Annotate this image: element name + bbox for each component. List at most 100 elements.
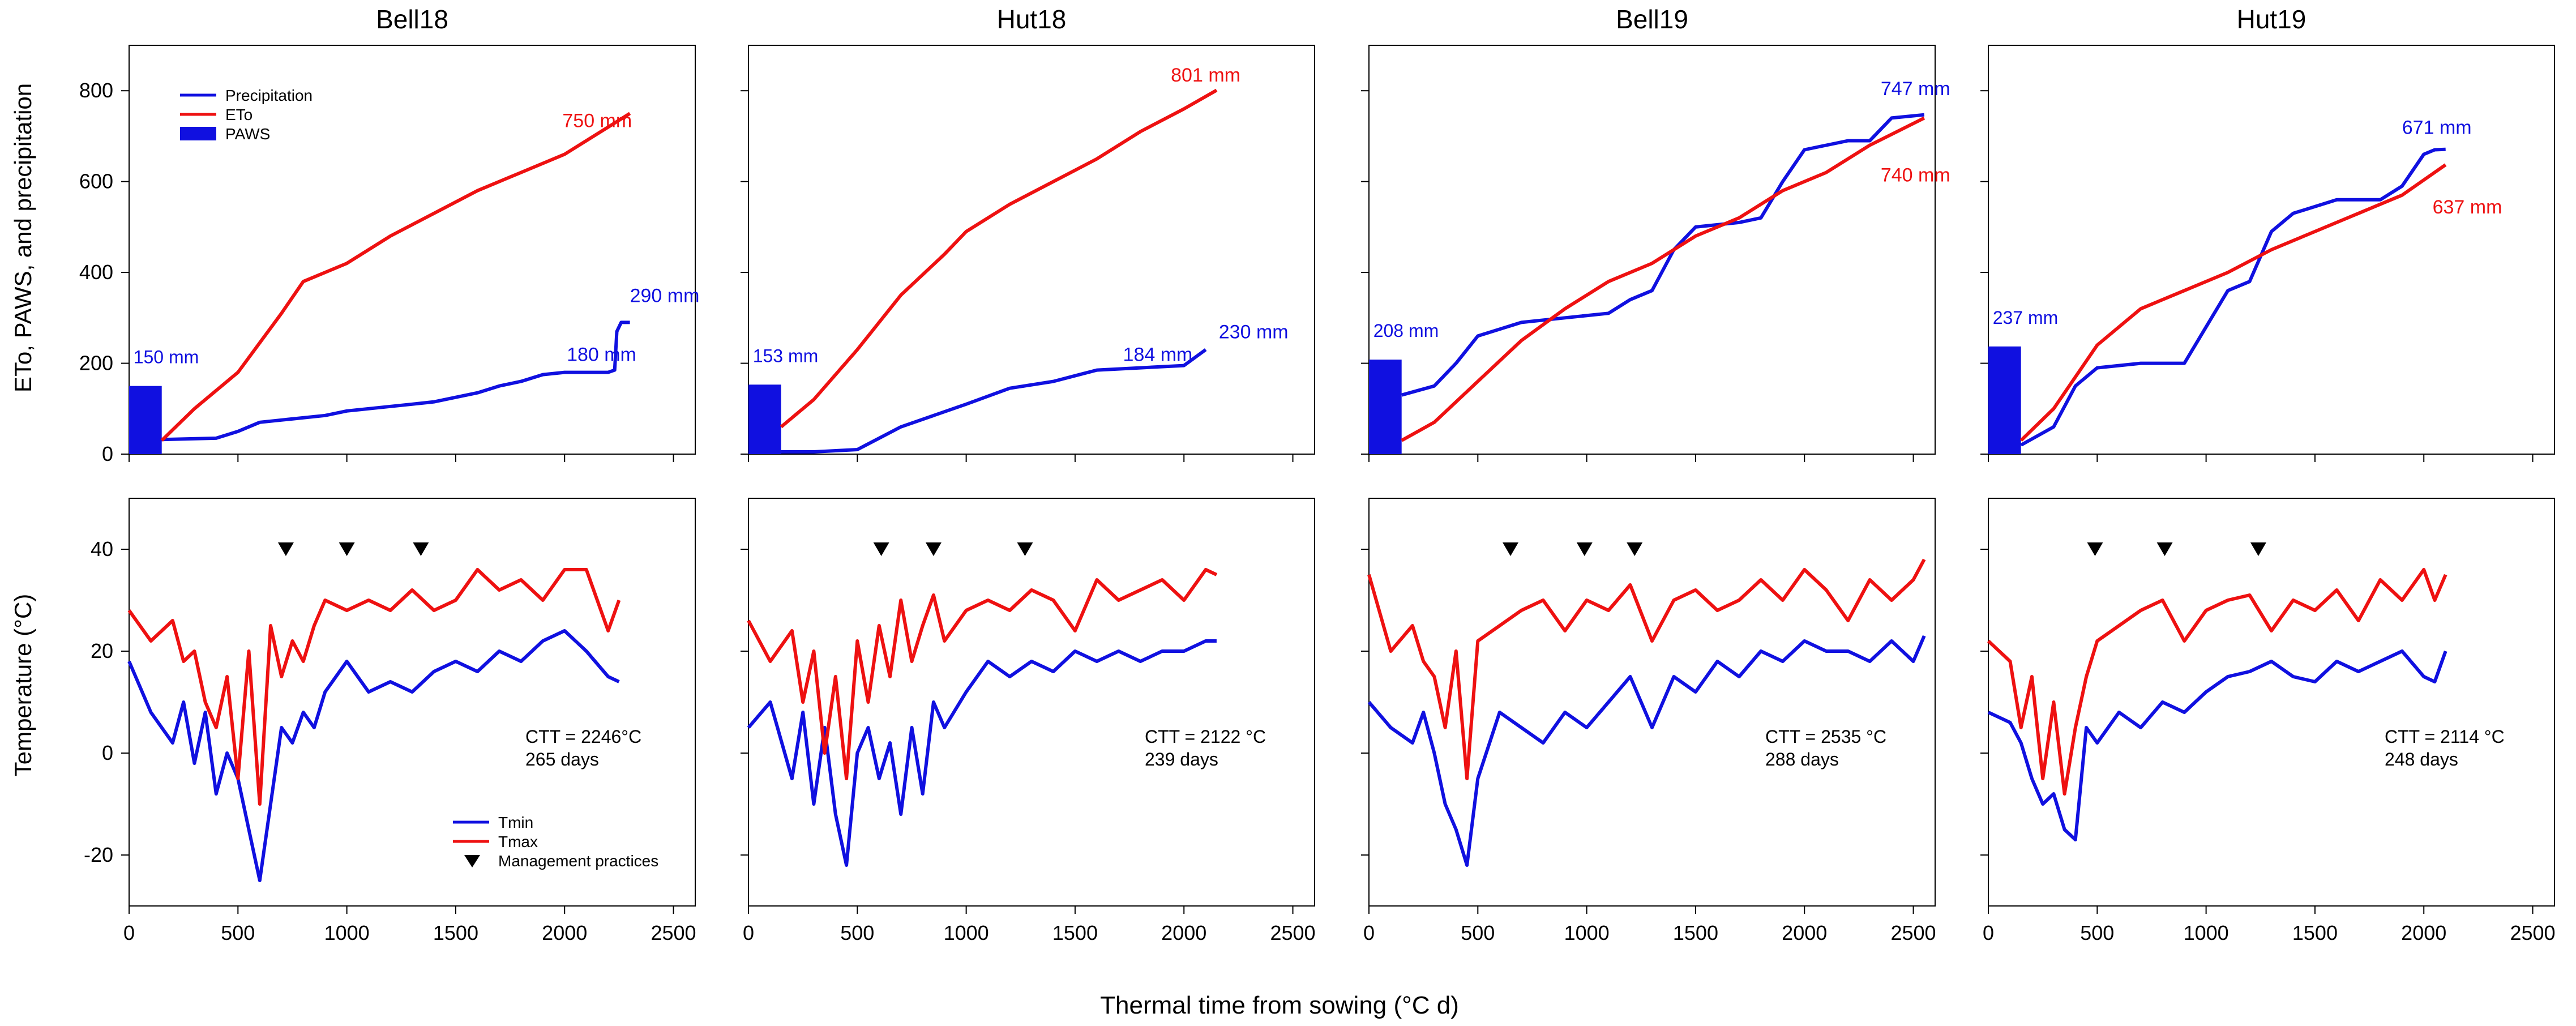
series-line-tmax — [1987, 568, 2447, 796]
legend-bottom: Tmin Tmax Management practices — [453, 814, 658, 870]
ctt-label: CTT = 2114 °C — [2385, 726, 2505, 747]
management-marker — [1576, 542, 1593, 556]
x-tick-label: 2000 — [542, 921, 587, 944]
top-y-axis-label: ETo, PAWS, and precipitation — [10, 83, 36, 392]
management-marker — [1017, 542, 1033, 556]
x-tick-label: 2500 — [651, 921, 696, 944]
x-tick-label: 1000 — [2184, 921, 2229, 944]
x-axis-label: Thermal time from sowing (°C d) — [1100, 991, 1459, 1019]
value-label: 671 mm — [2402, 117, 2472, 138]
value-label: 180 mm — [567, 344, 636, 366]
legend-management-marker — [464, 855, 480, 867]
management-marker — [925, 542, 942, 556]
panel-top-Hut18: Hut18 153 mm 801 mm 184 mm 230 mm — [741, 5, 1315, 462]
paws-bar — [129, 386, 162, 454]
series-line-eto — [160, 112, 631, 442]
x-tick-label: 1000 — [1564, 921, 1610, 944]
x-tick-label: 2000 — [1161, 921, 1206, 944]
value-label: 230 mm — [1219, 321, 1289, 343]
x-tick-label: 0 — [1363, 921, 1375, 944]
x-tick-label: 500 — [1461, 921, 1495, 944]
panel-frame — [1368, 498, 1936, 907]
x-tick-label: 2000 — [1782, 921, 1827, 944]
x-tick-label: 500 — [221, 921, 255, 944]
y-tick-label: 600 — [79, 170, 113, 193]
panel-title: Bell18 — [376, 5, 448, 34]
series-line-tmax — [1367, 558, 1926, 780]
value-label: 801 mm — [1171, 65, 1240, 86]
paws-bar — [1988, 346, 2021, 454]
y-tick-label: -20 — [84, 843, 113, 866]
panel-frame — [1988, 45, 2555, 455]
x-tick-label: 2500 — [1270, 921, 1315, 944]
management-marker — [339, 542, 355, 556]
y-tick-label: 800 — [79, 79, 113, 102]
x-tick-label: 500 — [2080, 921, 2114, 944]
days-label: 239 days — [1145, 749, 1218, 770]
panel-frame — [1988, 498, 2555, 907]
x-tick-label: 0 — [123, 921, 135, 944]
paws-label: 208 mm — [1373, 320, 1439, 341]
ctt-label: CTT = 2122 °C — [1145, 726, 1266, 747]
x-tick-label: 500 — [840, 921, 874, 944]
x-tick-label: 1500 — [1673, 921, 1718, 944]
panel-frame — [129, 498, 696, 907]
x-tick-label: 1000 — [324, 921, 370, 944]
paws-label: 150 mm — [134, 347, 199, 367]
series-line-tmin — [127, 629, 620, 882]
value-label: 637 mm — [2433, 196, 2502, 218]
x-tick-label: 2500 — [1890, 921, 1936, 944]
series-line-tmin — [1987, 649, 2447, 841]
legend-paws-label: PAWS — [225, 125, 270, 143]
value-label: 750 mm — [562, 110, 632, 131]
y-tick-label: 0 — [102, 442, 113, 465]
panel-top-Hut19: Hut19 237 mm 671 mm 637 mm — [1980, 5, 2555, 462]
paws-bar — [748, 384, 781, 454]
legend-tmin-label: Tmin — [498, 814, 533, 831]
value-label: 290 mm — [630, 285, 700, 306]
management-marker — [1627, 542, 1643, 556]
management-marker — [413, 542, 429, 556]
legend-precipitation-label: Precipitation — [225, 87, 313, 104]
x-tick-label: 1500 — [2292, 921, 2338, 944]
y-tick-label: 0 — [102, 741, 113, 764]
panel-frame — [129, 45, 696, 455]
management-marker — [2087, 542, 2103, 556]
series-line-tmax — [127, 568, 621, 806]
management-marker — [2156, 542, 2173, 556]
y-tick-label: 200 — [79, 352, 113, 375]
legend-eto-label: ETo — [225, 106, 253, 123]
value-label: 184 mm — [1123, 344, 1193, 366]
series-line-precipitation — [2020, 147, 2446, 447]
value-label: 747 mm — [1881, 78, 1950, 100]
days-label: 265 days — [525, 749, 599, 770]
series-line-tmin — [1367, 635, 1926, 867]
series-line-eto — [1401, 116, 1925, 442]
y-tick-label: 400 — [79, 260, 113, 284]
panel-bottom-Bell18: 0 500 1000 1500 2000 2500 -20 0 20 40 CTT = 2246°C… — [84, 498, 696, 944]
bottom-y-axis-label: Temperature (°C) — [10, 594, 36, 777]
ctt-label: CTT = 2246°C — [525, 726, 641, 747]
management-marker — [2250, 542, 2266, 556]
management-marker — [277, 542, 294, 556]
management-marker — [1503, 542, 1518, 556]
panel-title: Bell19 — [1616, 5, 1688, 34]
x-tick-label: 1500 — [433, 921, 478, 944]
panel-top-Bell19: Bell19 208 mm 747 mm 740 mm — [1361, 5, 1950, 462]
panel-frame — [748, 45, 1315, 455]
paws-label: 237 mm — [1993, 307, 2059, 328]
ctt-label: CTT = 2535 °C — [1765, 726, 1886, 747]
series-line-eto — [780, 88, 1218, 429]
legend-paws-swatch — [180, 127, 216, 140]
y-tick-label: 20 — [91, 639, 113, 662]
panel-title: Hut18 — [997, 5, 1067, 34]
management-marker — [873, 542, 889, 556]
x-tick-label: 1000 — [944, 921, 989, 944]
x-tick-label: 0 — [1983, 921, 1994, 944]
x-tick-label: 0 — [743, 921, 754, 944]
